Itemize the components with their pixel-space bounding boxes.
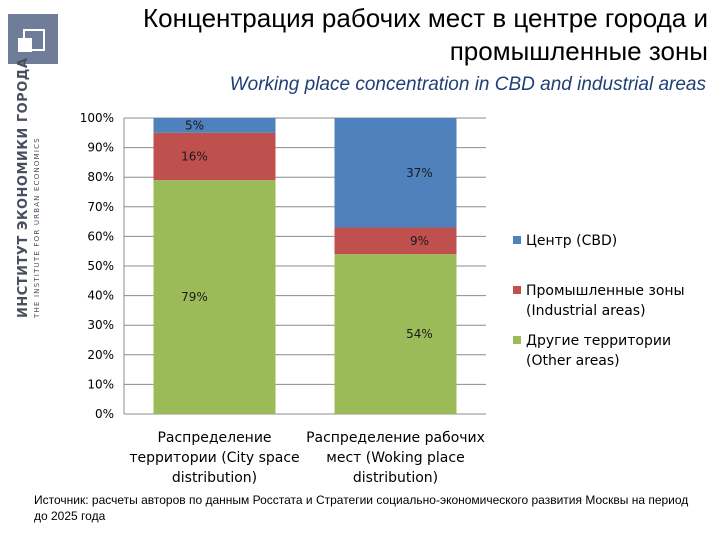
data-label: 54% bbox=[406, 327, 433, 341]
legend-label: Другие территории bbox=[526, 333, 671, 349]
y-tick-label: 40% bbox=[87, 289, 114, 303]
page-subtitle: Working place concentration in CBD and i… bbox=[229, 74, 706, 95]
legend-label: (Industrial areas) bbox=[526, 303, 646, 319]
y-tick-label: 10% bbox=[87, 377, 114, 391]
y-tick-label: 90% bbox=[87, 141, 114, 155]
y-tick-label: 70% bbox=[87, 200, 114, 214]
legend-label: (Other areas) bbox=[526, 353, 620, 369]
data-label: 16% bbox=[181, 149, 208, 163]
x-category-label: distribution) bbox=[172, 470, 257, 486]
bar-segment bbox=[334, 254, 457, 414]
data-label: 5% bbox=[185, 118, 204, 132]
institute-logo bbox=[8, 14, 58, 64]
page-title: Концентрация рабочих мест в центре город… bbox=[143, 3, 708, 66]
source-note: Источник: расчеты авторов по данным Росс… bbox=[34, 493, 689, 523]
x-category-label: мест (Woking place bbox=[326, 450, 464, 466]
x-category-label: Распределение bbox=[157, 430, 271, 446]
y-tick-label: 50% bbox=[87, 259, 114, 273]
data-label: 79% bbox=[181, 290, 208, 304]
x-category-label: distribution) bbox=[353, 470, 438, 486]
data-label: 37% bbox=[406, 166, 433, 180]
legend-label: Промышленные зоны bbox=[526, 283, 685, 299]
legend-swatch bbox=[513, 336, 521, 344]
bar-segment bbox=[153, 132, 276, 181]
data-label: 9% bbox=[410, 234, 429, 248]
legend-label: Центр (CBD) bbox=[526, 233, 617, 249]
legend-swatch bbox=[513, 236, 521, 244]
legend-swatch bbox=[513, 286, 521, 294]
y-tick-label: 0% bbox=[95, 407, 114, 421]
bar-segment bbox=[334, 118, 457, 228]
y-tick-label: 30% bbox=[87, 318, 114, 332]
y-tick-label: 80% bbox=[87, 170, 114, 184]
bar-segment bbox=[153, 118, 276, 133]
y-tick-label: 20% bbox=[87, 348, 114, 362]
bar-segment bbox=[334, 227, 457, 255]
bar-segment bbox=[153, 180, 276, 414]
x-category-label: Распределение рабочих bbox=[306, 430, 485, 446]
x-category-label: территории (City space bbox=[129, 450, 299, 466]
logo-square-shape bbox=[18, 38, 32, 52]
y-tick-label: 100% bbox=[80, 111, 114, 125]
y-tick-label: 60% bbox=[87, 229, 114, 243]
